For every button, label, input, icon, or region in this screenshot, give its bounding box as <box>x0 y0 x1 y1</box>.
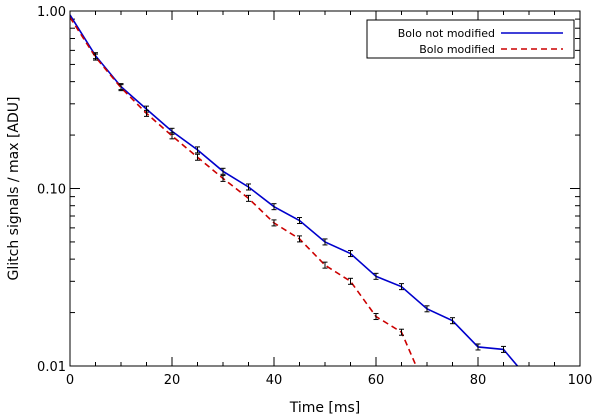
y-tick-label: 0.01 <box>37 360 66 375</box>
legend-box <box>366 19 575 59</box>
x-tick-label: 80 <box>470 373 487 388</box>
x-tick-label: 40 <box>266 373 283 388</box>
x-tick-label: 20 <box>164 373 181 388</box>
tick-labels: 0 20 40 60 80 100 0.01 0.10 1.00 <box>37 5 592 388</box>
series-line-1 <box>70 16 417 366</box>
x-tick-label: 0 <box>66 373 74 388</box>
y-tick-label: 1.00 <box>37 5 66 20</box>
x-tick-label: 60 <box>368 373 385 388</box>
axis-ticks <box>69 10 581 367</box>
series-line-0 <box>70 14 519 366</box>
legend-label-bolo-not-modified: Bolo not modified <box>398 27 495 40</box>
y-tick-label: 0.10 <box>37 183 66 198</box>
legend-label-bolo-modified: Bolo modified <box>419 43 495 56</box>
y-axis-label: Glitch signals / max [ADU] <box>6 97 22 281</box>
plot-frame <box>69 10 581 367</box>
x-tick-label: 100 <box>568 373 593 388</box>
x-axis-label: Time [ms] <box>289 400 361 416</box>
legend: Bolo not modified Bolo modified <box>366 19 575 59</box>
series-group <box>70 14 519 366</box>
